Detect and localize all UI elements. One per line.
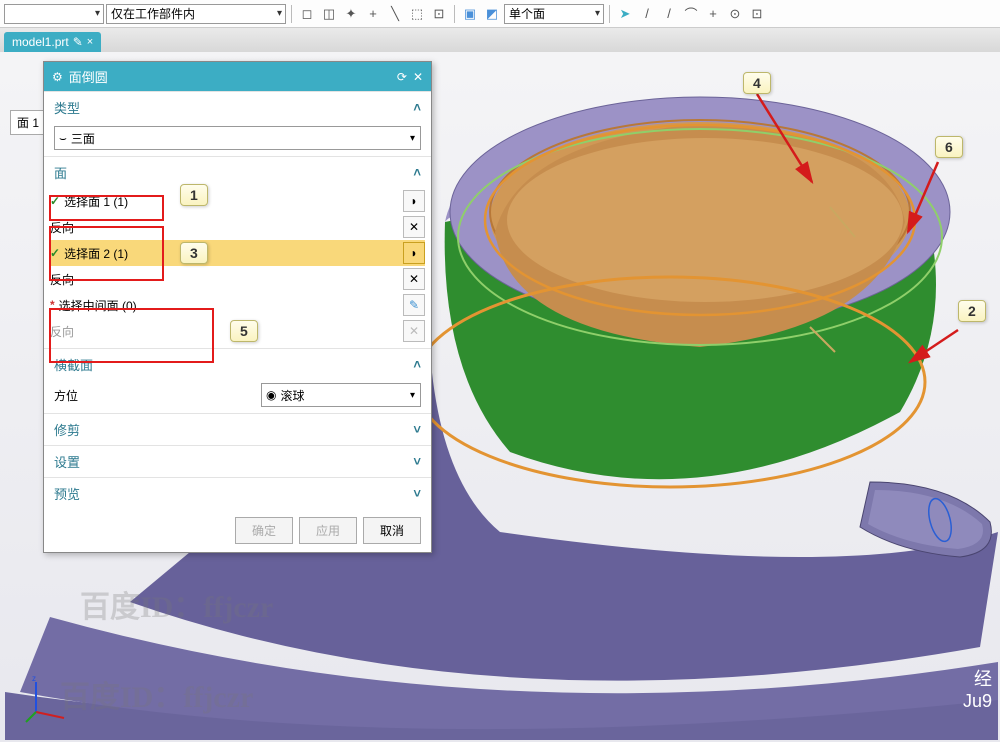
- svg-text:z: z: [32, 674, 36, 683]
- tool-icon-2[interactable]: ◫: [319, 4, 339, 24]
- tool-icon-7[interactable]: ⊡: [429, 4, 449, 24]
- file-tabbar: model1.prt ✎ ×: [0, 28, 1000, 52]
- reverse-1-row[interactable]: 反向 ✕: [50, 214, 425, 240]
- section-type-label: 类型: [54, 98, 80, 117]
- file-tab[interactable]: model1.prt ✎ ×: [4, 32, 101, 52]
- select-middle-face-row[interactable]: * 选择中间面 (0) ✎: [50, 292, 425, 318]
- face-filter-icon[interactable]: ✎: [403, 294, 425, 316]
- section-type-header[interactable]: 类型 ˄: [44, 91, 431, 123]
- check-icon: ✓: [50, 246, 60, 260]
- select-face-1-row[interactable]: ✓ 选择面 1 (1) ◗: [50, 188, 425, 214]
- type-combo[interactable]: ⌣ 三面: [54, 126, 421, 150]
- section-settings-label: 设置: [54, 452, 80, 471]
- section-face-header[interactable]: 面 ˄: [44, 156, 431, 188]
- tool-icon-8[interactable]: +: [703, 4, 723, 24]
- chevron-down-icon: ˅: [413, 454, 421, 469]
- reverse-icon: ✕: [403, 320, 425, 342]
- type-icon: ⌣: [59, 131, 67, 146]
- dialog-refresh-icon[interactable]: ⟳: [397, 70, 407, 84]
- face-filter-icon[interactable]: ◗: [403, 190, 425, 212]
- reverse-icon[interactable]: ✕: [403, 268, 425, 290]
- section-trim-label: 修剪: [54, 420, 80, 439]
- tool-icon-cube1[interactable]: ▣: [460, 4, 480, 24]
- tab-close-icon[interactable]: ×: [87, 36, 93, 48]
- position-value: 滚球: [280, 387, 304, 404]
- face-blend-dialog: ⚙ 面倒圆 ⟳ ✕ 类型 ˄ ⌣ 三面 面 ˄ ✓ 选择面 1 (1) ◗ 反向…: [43, 61, 432, 553]
- tool-icon-9[interactable]: ⊙: [725, 4, 745, 24]
- select-middle-face-label: 选择中间面 (0): [59, 297, 401, 314]
- file-tab-name: model1.prt: [12, 35, 69, 49]
- corner-text: 经 Ju9: [963, 665, 992, 712]
- section-cross-header[interactable]: 横截面 ˄: [44, 348, 431, 380]
- tool-icon-cube2[interactable]: ◩: [482, 4, 502, 24]
- section-preview-header[interactable]: 预览 ˅: [44, 477, 431, 509]
- callout-6: 6: [935, 136, 963, 158]
- callout-3: 3: [180, 242, 208, 264]
- reverse-2-label: 反向: [50, 271, 401, 288]
- toolbar-separator: [291, 5, 292, 23]
- gear-icon: ⚙: [52, 70, 63, 84]
- section-face-label: 面: [54, 163, 67, 182]
- position-combo[interactable]: ◉ 滚球: [261, 383, 421, 407]
- tool-icon-5[interactable]: ╲: [385, 4, 405, 24]
- toolbar-separator: [609, 5, 610, 23]
- tool-icon-4[interactable]: +: [363, 4, 383, 24]
- tool-icon-3[interactable]: ✦: [341, 4, 361, 24]
- select-face-1-label: 选择面 1 (1): [64, 193, 401, 210]
- side-tab[interactable]: 面 1: [10, 110, 46, 135]
- position-label: 方位: [54, 387, 94, 404]
- apply-button[interactable]: 应用: [299, 517, 357, 544]
- callout-4: 4: [743, 72, 771, 94]
- section-preview-label: 预览: [54, 484, 80, 503]
- tool-icon-1[interactable]: ◻: [297, 4, 317, 24]
- reverse-1-label: 反向: [50, 219, 401, 236]
- main-toolbar: 仅在工作部件内 ◻ ◫ ✦ + ╲ ⬚ ⊡ ▣ ◩ 单个面 ➤ / / ⌒ + …: [0, 0, 1000, 28]
- tool-icon-6[interactable]: ⬚: [407, 4, 427, 24]
- check-icon: ✓: [50, 194, 60, 208]
- toolbar-dropdown-1[interactable]: [4, 4, 104, 24]
- tool-icon-line1[interactable]: /: [637, 4, 657, 24]
- section-cross-label: 横截面: [54, 355, 93, 374]
- section-settings-header[interactable]: 设置 ˅: [44, 445, 431, 477]
- ball-icon: ◉: [266, 388, 276, 402]
- chevron-up-icon: ˄: [413, 357, 421, 372]
- dialog-close-icon[interactable]: ✕: [413, 70, 423, 84]
- tool-icon-curve[interactable]: ⌒: [681, 4, 701, 24]
- axis-triad-icon: z: [24, 674, 74, 724]
- callout-5: 5: [230, 320, 258, 342]
- section-trim-header[interactable]: 修剪 ˅: [44, 413, 431, 445]
- dialog-titlebar[interactable]: ⚙ 面倒圆 ⟳ ✕: [44, 62, 431, 91]
- toolbar-separator: [454, 5, 455, 23]
- reverse-icon[interactable]: ✕: [403, 216, 425, 238]
- cancel-button[interactable]: 取消: [363, 517, 421, 544]
- reverse-2-row[interactable]: 反向 ✕: [50, 266, 425, 292]
- callout-1: 1: [180, 184, 208, 206]
- callout-2: 2: [958, 300, 986, 322]
- ok-button[interactable]: 确定: [235, 517, 293, 544]
- file-dirty-icon: ✎: [73, 35, 83, 49]
- tool-icon-line2[interactable]: /: [659, 4, 679, 24]
- chevron-down-icon: ˅: [413, 422, 421, 437]
- select-face-2-label: 选择面 2 (1): [64, 245, 401, 262]
- chevron-down-icon: ˅: [413, 486, 421, 501]
- chevron-up-icon: ˄: [413, 100, 421, 115]
- toolbar-dropdown-3[interactable]: 单个面: [504, 4, 604, 24]
- asterisk-icon: *: [50, 298, 55, 312]
- tool-icon-10[interactable]: ⊡: [747, 4, 767, 24]
- dialog-footer: 确定 应用 取消: [44, 509, 431, 552]
- toolbar-dropdown-2[interactable]: 仅在工作部件内: [106, 4, 286, 24]
- reverse-3-label: 反向: [50, 323, 401, 340]
- face-filter-icon[interactable]: ◗: [403, 242, 425, 264]
- dialog-title: 面倒圆: [69, 67, 108, 86]
- type-value: 三面: [71, 130, 95, 147]
- chevron-up-icon: ˄: [413, 165, 421, 180]
- select-face-2-row[interactable]: ✓ 选择面 2 (1) ◗: [50, 240, 425, 266]
- tool-icon-arrow[interactable]: ➤: [615, 4, 635, 24]
